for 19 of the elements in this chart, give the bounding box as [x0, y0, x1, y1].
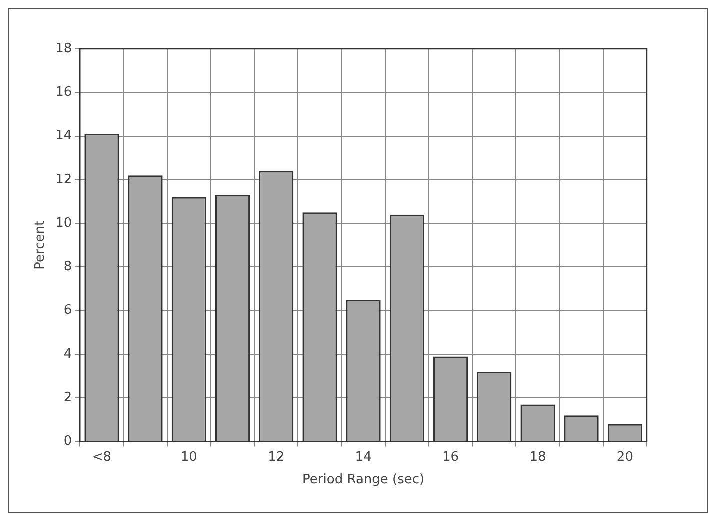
y-tick-label: 0 [64, 434, 72, 450]
x-tick-label: 16 [442, 450, 460, 465]
y-tick-label: 12 [56, 172, 72, 188]
y-tick-label: 4 [64, 346, 72, 362]
x-tick-label: 18 [530, 450, 546, 465]
x-tick-label: 12 [268, 450, 285, 465]
x-tick-label: 20 [616, 450, 634, 465]
y-axis-title: Percent [33, 220, 48, 270]
x-tick-label: 10 [180, 450, 198, 465]
y-tick-label: 8 [64, 260, 72, 275]
x-axis-title: Period Range (sec) [302, 472, 425, 488]
y-tick-label: 14 [56, 128, 72, 144]
y-tick-label: 6 [64, 303, 72, 318]
y-tick-label: 18 [56, 41, 72, 56]
y-tick-label: 2 [64, 390, 72, 406]
x-tick-label: <8 [92, 450, 112, 465]
y-tick-label: 16 [56, 85, 72, 100]
x-tick-label: 14 [355, 450, 372, 465]
y-tick-label: 10 [56, 216, 72, 231]
